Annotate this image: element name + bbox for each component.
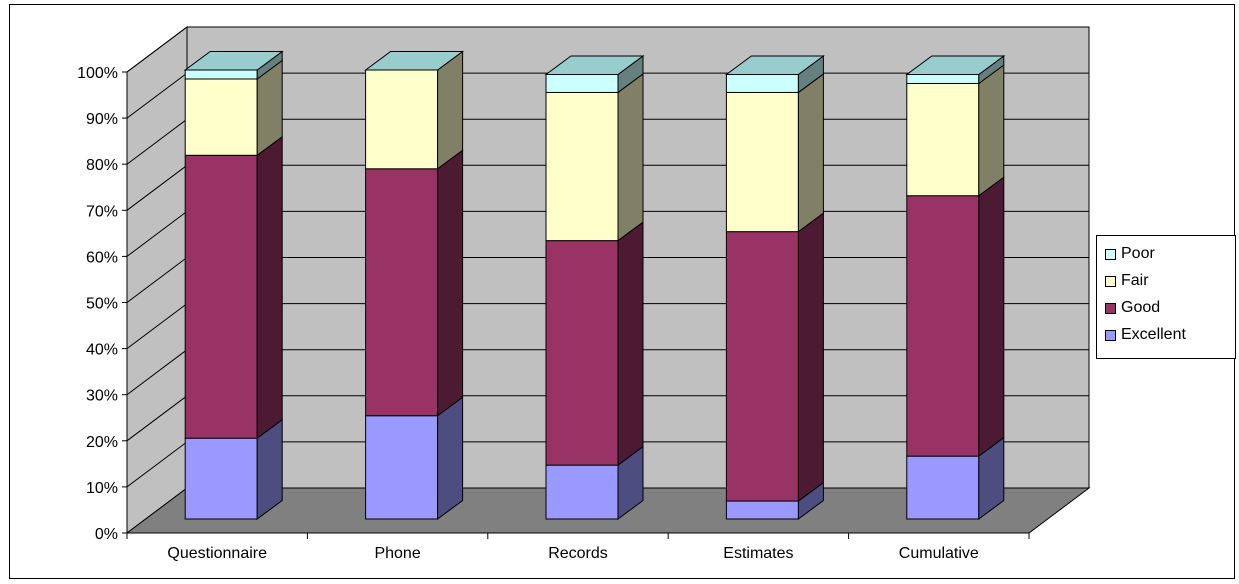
bar-segment-side [437,149,464,417]
bar-segment [725,500,799,520]
bar-segment-side [978,63,1005,197]
bar-segment-side [617,221,644,467]
legend-label: Fair [1121,272,1149,289]
legend: Poor Fair Good Excellent [1096,235,1236,359]
gridline-side [126,395,188,442]
bar-segment-side [797,212,824,503]
legend-item-good: Good [1105,298,1160,318]
x-tick-label: Questionnaire [167,545,267,562]
y-tick-label: 100% [77,65,118,82]
bar-segment [545,240,619,466]
bar-segment [906,455,980,520]
gridline-side [126,118,188,165]
bar-segment [365,415,439,520]
bar-segment [906,82,980,197]
bar-segment [545,91,619,242]
y-tick-label: 70% [86,203,118,220]
y-tick-label: 50% [86,296,118,313]
y-tick-label: 60% [86,249,118,266]
legend-swatch [1105,248,1116,260]
bar-segment [725,91,799,233]
bar-segment [545,464,619,520]
legend-swatch [1105,275,1116,287]
bar-segment [545,73,619,93]
bar-segment [725,231,799,502]
bar-top [183,51,284,71]
bar-top [905,55,1006,75]
legend-item-excellent: Excellent [1105,325,1186,345]
bar-segment [365,168,439,417]
gridline-side [126,257,188,303]
legend-item-fair: Fair [1105,271,1149,291]
bar-segment-side [437,50,464,170]
gridline-side [126,164,188,211]
y-tick-label: 10% [86,480,118,497]
bar-segment-side [797,72,824,233]
y-tick-label: 40% [86,342,118,359]
bar-segment-side [256,135,283,440]
bar-segment [906,195,980,457]
bar-segment [184,154,258,439]
gridline-side [126,72,188,119]
bar-segment-side [978,176,1005,458]
gridline-side [126,26,188,73]
gridline-side [126,441,188,488]
x-tick-label: Estimates [723,545,793,562]
y-tick-label: 80% [86,157,118,174]
legend-item-poor: Poor [1105,244,1155,264]
bar-segment [365,69,439,170]
gridline-side [126,303,188,350]
legend-swatch [1105,302,1116,314]
bar-top [724,55,825,75]
bar-top [544,55,645,75]
bar-segment [906,73,980,84]
bar-segment-side [617,72,644,242]
bar-segment [725,73,799,93]
y-tick-label: 20% [86,434,118,451]
gridline-side [126,349,188,396]
y-tick-label: 0% [95,526,118,543]
legend-label: Excellent [1121,326,1186,343]
bar-segment [184,437,258,520]
x-tick-label: Phone [374,545,420,562]
bar-segment-side [437,396,464,520]
x-tick-label: Records [548,545,608,562]
x-tick-label: Cumulative [899,545,979,562]
legend-label: Good [1121,299,1161,316]
legend-swatch [1105,329,1116,341]
y-tick-label: 90% [86,111,118,128]
y-tick-label: 30% [86,388,118,405]
bar-segment [184,69,258,80]
legend-label: Poor [1121,245,1155,262]
bar-top [364,51,465,71]
gridline-side [126,210,188,257]
bar-segment [184,78,258,156]
